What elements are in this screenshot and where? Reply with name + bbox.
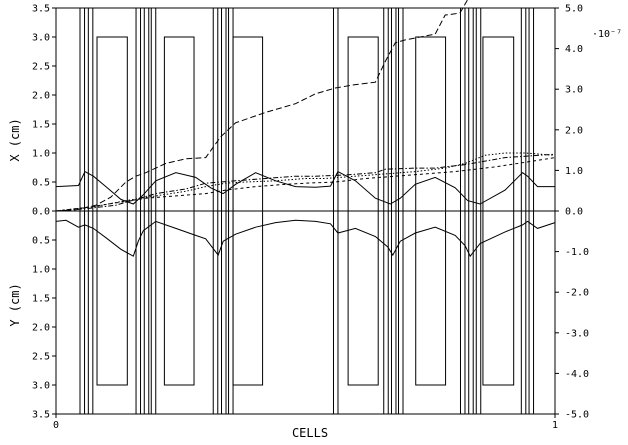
series-line-2 (55, 0, 469, 212)
lattice-elements (79, 7, 535, 415)
series-line-3 (55, 152, 556, 212)
quadrupole-2 (135, 7, 142, 415)
quadrupole-11 (398, 7, 404, 415)
right-axis-multiplier: ·10⁻⁷ (592, 29, 622, 40)
axis-ticks: 3.5 3.0 2.5 2.0 1.5 1.0 0.5 0.0 0.5 1.0 1.5 2.0 2.5 3… (32, 4, 589, 432)
right-tick-label: -5.0 (565, 410, 589, 421)
left-tick-label: 3.0 (32, 33, 50, 44)
left-tick-label: 2.0 (32, 91, 50, 102)
right-tick-label: 4.0 (565, 44, 583, 55)
quadrupole-13 (468, 7, 474, 415)
plot-frame (55, 7, 556, 415)
right-tick-label: -3.0 (565, 328, 589, 339)
left-tick-label: 0.5 (32, 236, 50, 247)
x-axis-label-top: X (cm) (8, 118, 22, 161)
left-tick-label: 1.5 (32, 120, 50, 131)
dipole-5 (482, 36, 515, 386)
series-line-0 (55, 170, 555, 205)
left-tick-label: 3.5 (32, 4, 50, 15)
right-tick-label: -4.0 (565, 369, 589, 380)
right-tick-label: 1.0 (565, 166, 583, 177)
left-tick-label: 2.5 (32, 352, 50, 363)
quadrupole-9 (383, 7, 389, 415)
left-tick-label: 2.0 (32, 323, 50, 334)
right-tick-label: 0.0 (565, 207, 583, 218)
quadrupole-15 (520, 7, 527, 415)
left-tick-label: 3.0 (32, 381, 50, 392)
dipole-4 (415, 36, 447, 386)
right-tick-label: 2.0 (565, 125, 583, 136)
quadrupole-1 (87, 7, 94, 415)
quadrupole-0 (79, 7, 86, 415)
left-tick-label: 1.0 (32, 265, 50, 276)
quadrupole-8 (332, 7, 339, 415)
left-tick-label: 0.0 (32, 207, 50, 218)
dipole-0 (96, 36, 128, 386)
left-tick-label: 3.5 (32, 410, 50, 421)
right-tick-label: -1.0 (565, 247, 589, 258)
series-line-4 (55, 153, 556, 212)
dipole-2 (232, 36, 264, 386)
series-lines (55, 0, 556, 258)
quadrupole-5 (212, 7, 219, 415)
x-tick-label: 0 (53, 420, 59, 431)
quadrupole-4 (150, 7, 157, 415)
series-line-5 (55, 157, 556, 212)
left-tick-label: 2.5 (32, 62, 50, 73)
left-tick-label: 1.0 (32, 149, 50, 160)
quadrupole-10 (390, 7, 397, 415)
quadrupole-6 (221, 7, 227, 415)
x-tick-label: 1 (552, 420, 558, 431)
left-tick-label: 0.5 (32, 178, 50, 189)
y-axis-label-bottom: Y (cm) (8, 283, 22, 326)
quadrupole-3 (143, 7, 150, 415)
right-tick-label: -2.0 (565, 288, 589, 299)
quadrupole-16 (528, 7, 535, 415)
series-line-1 (55, 219, 556, 258)
right-tick-label: 3.0 (565, 85, 583, 96)
dipole-1 (163, 36, 195, 386)
left-tick-label: 1.5 (32, 294, 50, 305)
right-tick-label: 5.0 (565, 4, 583, 15)
x-axis-label: CELLS (292, 426, 328, 440)
quadrupole-14 (475, 7, 482, 415)
dipole-3 (347, 36, 379, 386)
